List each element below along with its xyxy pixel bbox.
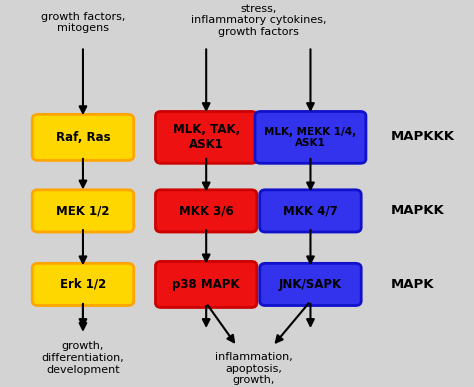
- FancyBboxPatch shape: [32, 115, 134, 160]
- Text: Erk 1/2: Erk 1/2: [60, 278, 106, 291]
- Text: MAPKK: MAPKK: [391, 204, 445, 217]
- Text: MKK 3/6: MKK 3/6: [179, 204, 234, 217]
- FancyBboxPatch shape: [32, 190, 134, 232]
- FancyBboxPatch shape: [260, 190, 361, 232]
- Text: MAPKKK: MAPKKK: [391, 130, 455, 143]
- FancyBboxPatch shape: [260, 263, 361, 306]
- Text: MAPK: MAPK: [391, 278, 435, 291]
- FancyBboxPatch shape: [155, 190, 257, 232]
- Text: MLK, MEKK 1/4,
ASK1: MLK, MEKK 1/4, ASK1: [264, 127, 356, 148]
- Text: stress,
inflammatory cytokines,
growth factors: stress, inflammatory cytokines, growth f…: [191, 4, 326, 37]
- FancyBboxPatch shape: [255, 111, 366, 163]
- Text: inflammation,
apoptosis,
growth,
differentiation: inflammation, apoptosis, growth, differe…: [214, 352, 293, 387]
- Text: p38 MAPK: p38 MAPK: [173, 278, 240, 291]
- FancyBboxPatch shape: [155, 262, 257, 307]
- Text: MEK 1/2: MEK 1/2: [56, 204, 109, 217]
- FancyBboxPatch shape: [155, 111, 257, 163]
- Text: MKK 4/7: MKK 4/7: [283, 204, 338, 217]
- Text: growth factors,
mitogens: growth factors, mitogens: [41, 12, 125, 33]
- Text: JNK/SAPK: JNK/SAPK: [279, 278, 342, 291]
- FancyBboxPatch shape: [32, 263, 134, 306]
- Text: Raf, Ras: Raf, Ras: [55, 131, 110, 144]
- Text: growth,
differentiation,
development: growth, differentiation, development: [42, 341, 124, 375]
- Text: MLK, TAK,
ASK1: MLK, TAK, ASK1: [173, 123, 240, 151]
